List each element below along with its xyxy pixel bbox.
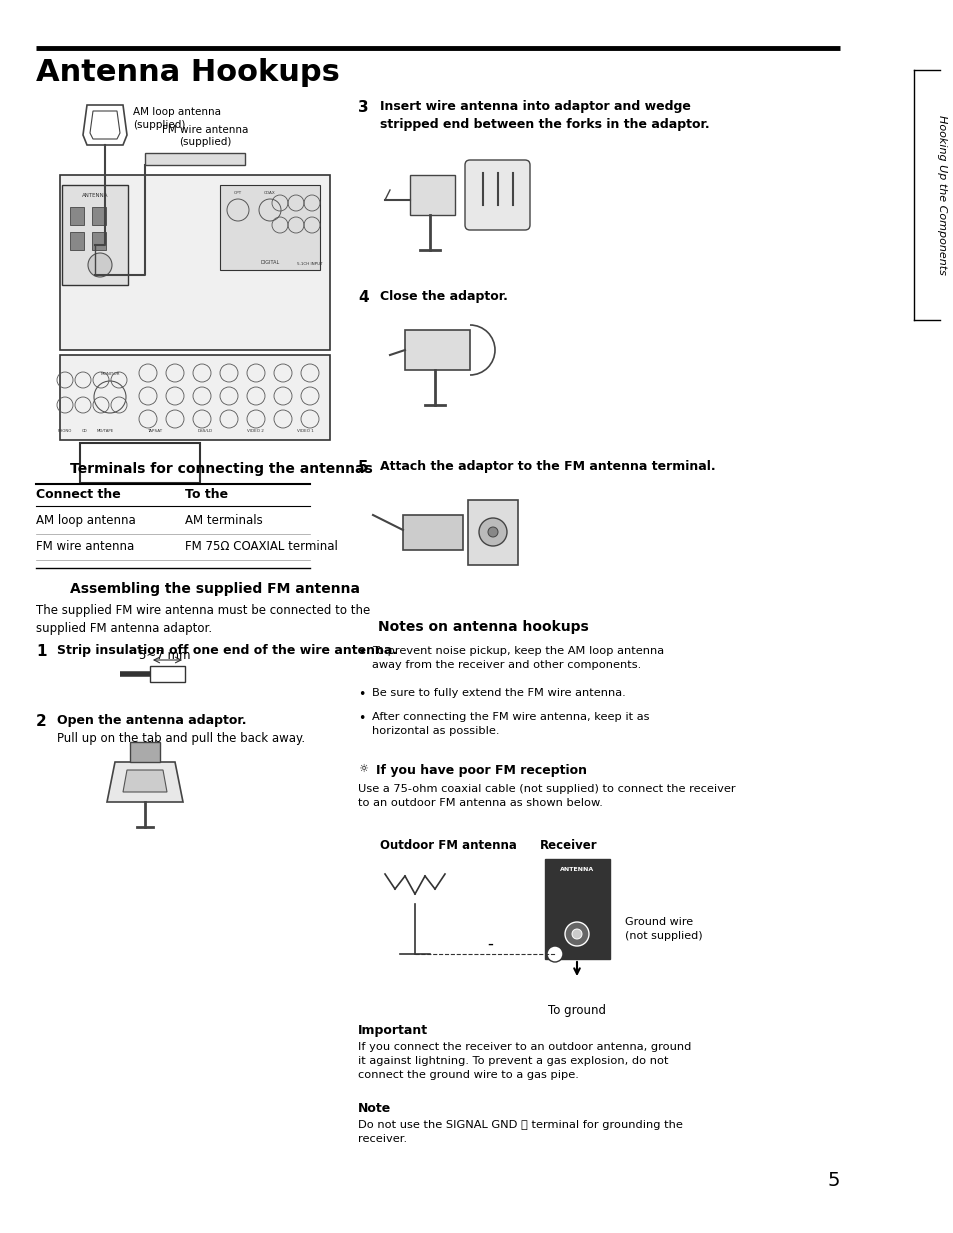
Polygon shape bbox=[130, 742, 160, 762]
Text: DSS/LD: DSS/LD bbox=[197, 429, 213, 433]
Text: ANTENNA: ANTENNA bbox=[559, 867, 594, 872]
Text: PHONO: PHONO bbox=[58, 429, 72, 433]
Text: Attach the adaptor to the FM antenna terminal.: Attach the adaptor to the FM antenna ter… bbox=[379, 460, 715, 473]
Polygon shape bbox=[402, 515, 462, 550]
Text: Notes on antenna hookups: Notes on antenna hookups bbox=[377, 620, 588, 634]
Text: To ground: To ground bbox=[547, 1004, 605, 1017]
Circle shape bbox=[488, 526, 497, 538]
Text: AM loop antenna: AM loop antenna bbox=[36, 514, 135, 526]
Text: MONITOR: MONITOR bbox=[100, 372, 120, 376]
Polygon shape bbox=[410, 175, 455, 215]
Text: Insert wire antenna into adaptor and wedge
stripped end between the forks in the: Insert wire antenna into adaptor and wed… bbox=[379, 100, 709, 131]
Text: 2: 2 bbox=[36, 714, 47, 729]
FancyBboxPatch shape bbox=[464, 160, 530, 231]
Polygon shape bbox=[145, 153, 245, 165]
Text: 1: 1 bbox=[36, 644, 47, 658]
Polygon shape bbox=[220, 185, 319, 270]
Text: Hooking Up the Components: Hooking Up the Components bbox=[936, 115, 946, 275]
Text: ANTENNA: ANTENNA bbox=[82, 194, 108, 199]
Circle shape bbox=[572, 928, 581, 940]
Text: (supplied): (supplied) bbox=[132, 120, 185, 129]
Text: ☼: ☼ bbox=[357, 764, 368, 774]
Text: After connecting the FM wire antenna, keep it as
horizontal as possible.: After connecting the FM wire antenna, ke… bbox=[372, 711, 649, 736]
Text: •: • bbox=[357, 688, 365, 702]
Text: Note: Note bbox=[357, 1102, 391, 1115]
Text: CD: CD bbox=[82, 429, 88, 433]
Text: Use a 75-ohm coaxial cable (not supplied) to connect the receiver
to an outdoor : Use a 75-ohm coaxial cable (not supplied… bbox=[357, 784, 735, 808]
Polygon shape bbox=[70, 232, 84, 250]
Text: Receiver: Receiver bbox=[539, 838, 597, 852]
Text: Close the adaptor.: Close the adaptor. bbox=[379, 290, 507, 303]
Text: Open the antenna adaptor.: Open the antenna adaptor. bbox=[57, 714, 246, 727]
Text: Antenna Hookups: Antenna Hookups bbox=[36, 58, 339, 88]
Text: Ground wire
(not supplied): Ground wire (not supplied) bbox=[624, 917, 702, 941]
Text: •: • bbox=[357, 646, 365, 658]
Polygon shape bbox=[107, 762, 183, 801]
Polygon shape bbox=[90, 111, 120, 139]
Polygon shape bbox=[544, 859, 609, 959]
Polygon shape bbox=[123, 769, 167, 792]
Text: To prevent noise pickup, keep the AM loop antenna
away from the receiver and oth: To prevent noise pickup, keep the AM loo… bbox=[372, 646, 663, 670]
Polygon shape bbox=[60, 355, 330, 440]
Text: AM loop antenna: AM loop antenna bbox=[132, 107, 221, 117]
Text: VIDEO 2: VIDEO 2 bbox=[246, 429, 263, 433]
Text: MD/TAPE: MD/TAPE bbox=[96, 429, 113, 433]
Polygon shape bbox=[60, 175, 330, 350]
Text: If you connect the receiver to an outdoor antenna, ground
it against lightning. : If you connect the receiver to an outdoo… bbox=[357, 1042, 691, 1080]
Text: TAPSAT: TAPSAT bbox=[147, 429, 162, 433]
Polygon shape bbox=[405, 330, 470, 370]
Text: Be sure to fully extend the FM wire antenna.: Be sure to fully extend the FM wire ante… bbox=[372, 688, 625, 698]
Text: Assembling the supplied FM antenna: Assembling the supplied FM antenna bbox=[70, 582, 359, 596]
Text: Strip insulation off one end of the wire antenna.: Strip insulation off one end of the wire… bbox=[57, 644, 396, 657]
Text: FM 75Ω COAXIAL terminal: FM 75Ω COAXIAL terminal bbox=[185, 540, 337, 552]
Circle shape bbox=[546, 946, 562, 962]
Text: OPT: OPT bbox=[233, 191, 242, 195]
Polygon shape bbox=[468, 501, 517, 565]
Polygon shape bbox=[91, 232, 106, 250]
Text: If you have poor FM reception: If you have poor FM reception bbox=[375, 764, 586, 777]
Text: Important: Important bbox=[357, 1023, 428, 1037]
Text: Connect the: Connect the bbox=[36, 488, 121, 501]
Circle shape bbox=[478, 518, 506, 546]
Text: 5.1CH INPUT: 5.1CH INPUT bbox=[297, 261, 322, 266]
Polygon shape bbox=[91, 207, 106, 224]
Polygon shape bbox=[62, 185, 128, 285]
Circle shape bbox=[88, 253, 112, 277]
Text: DIGITAL: DIGITAL bbox=[260, 260, 279, 265]
Text: Outdoor FM antenna: Outdoor FM antenna bbox=[379, 838, 517, 852]
Text: 5: 5 bbox=[357, 460, 368, 475]
Text: 5~7 mm: 5~7 mm bbox=[139, 649, 191, 662]
Text: To the: To the bbox=[185, 488, 228, 501]
Text: (supplied): (supplied) bbox=[178, 137, 231, 147]
Text: Do not use the SIGNAL GND ⨟ terminal for grounding the
receiver.: Do not use the SIGNAL GND ⨟ terminal for… bbox=[357, 1120, 682, 1144]
Text: Terminals for connecting the antennas: Terminals for connecting the antennas bbox=[70, 462, 373, 476]
Circle shape bbox=[564, 922, 588, 946]
Text: VIDEO 1: VIDEO 1 bbox=[296, 429, 313, 433]
Text: 4: 4 bbox=[357, 290, 368, 305]
Text: -: - bbox=[487, 935, 493, 953]
Text: AM terminals: AM terminals bbox=[185, 514, 262, 526]
Text: 3: 3 bbox=[357, 100, 368, 115]
Polygon shape bbox=[70, 207, 84, 224]
Text: 5: 5 bbox=[826, 1171, 840, 1190]
Text: FM wire antenna: FM wire antenna bbox=[162, 125, 248, 134]
Text: Pull up on the tab and pull the back away.: Pull up on the tab and pull the back awa… bbox=[57, 732, 305, 745]
Text: COAX: COAX bbox=[264, 191, 275, 195]
Text: FM wire antenna: FM wire antenna bbox=[36, 540, 134, 552]
Text: The supplied FM wire antenna must be connected to the
supplied FM antenna adapto: The supplied FM wire antenna must be con… bbox=[36, 604, 370, 635]
Text: •: • bbox=[357, 711, 365, 725]
